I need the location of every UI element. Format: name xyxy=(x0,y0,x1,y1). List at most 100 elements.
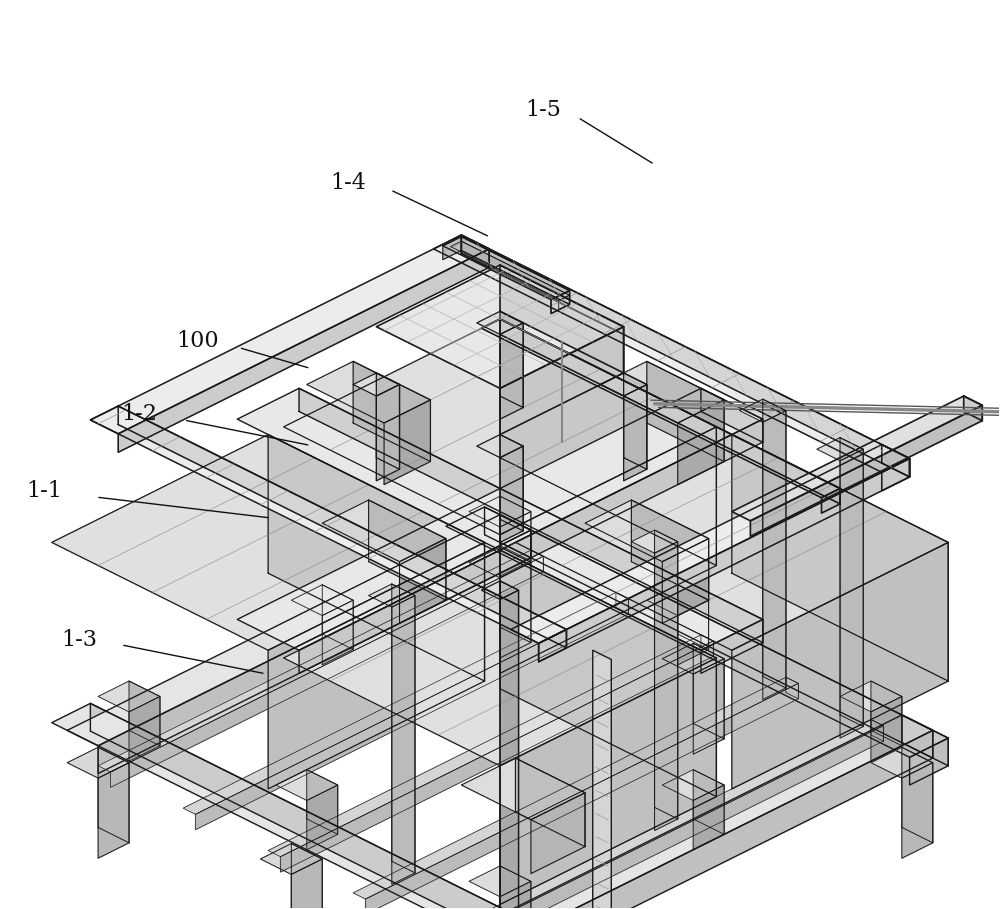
Polygon shape xyxy=(481,319,840,498)
Polygon shape xyxy=(693,659,724,754)
Polygon shape xyxy=(469,547,531,578)
Polygon shape xyxy=(732,543,948,789)
Polygon shape xyxy=(616,593,628,614)
Polygon shape xyxy=(871,681,902,745)
Polygon shape xyxy=(515,435,948,650)
Polygon shape xyxy=(268,435,485,681)
Polygon shape xyxy=(129,696,160,761)
Polygon shape xyxy=(500,547,531,643)
Text: 100: 100 xyxy=(176,330,219,352)
Polygon shape xyxy=(840,437,863,726)
Polygon shape xyxy=(446,507,948,757)
Polygon shape xyxy=(840,681,902,712)
Polygon shape xyxy=(461,241,570,305)
Polygon shape xyxy=(500,427,716,674)
Polygon shape xyxy=(98,763,129,858)
Text: 1-3: 1-3 xyxy=(61,629,97,651)
Polygon shape xyxy=(98,681,160,712)
Polygon shape xyxy=(52,704,554,909)
Text: 1-2: 1-2 xyxy=(121,403,157,425)
Polygon shape xyxy=(551,291,570,314)
Polygon shape xyxy=(90,406,566,644)
Polygon shape xyxy=(701,619,763,674)
Polygon shape xyxy=(98,550,543,772)
Polygon shape xyxy=(500,514,531,558)
Polygon shape xyxy=(195,599,628,830)
Polygon shape xyxy=(299,388,763,643)
Polygon shape xyxy=(786,677,798,699)
Polygon shape xyxy=(268,543,485,789)
Polygon shape xyxy=(500,581,519,909)
Polygon shape xyxy=(631,530,678,554)
Polygon shape xyxy=(631,500,709,600)
Polygon shape xyxy=(500,311,523,407)
Polygon shape xyxy=(67,747,129,778)
Polygon shape xyxy=(732,435,948,681)
Polygon shape xyxy=(600,373,647,396)
Polygon shape xyxy=(585,500,709,562)
Polygon shape xyxy=(500,435,523,531)
Polygon shape xyxy=(693,644,724,739)
Polygon shape xyxy=(500,496,531,561)
Polygon shape xyxy=(693,785,724,850)
Polygon shape xyxy=(511,445,910,644)
Polygon shape xyxy=(291,844,322,909)
Polygon shape xyxy=(740,399,786,423)
Polygon shape xyxy=(624,385,647,481)
Polygon shape xyxy=(500,866,531,909)
Polygon shape xyxy=(500,323,523,419)
Polygon shape xyxy=(129,681,160,745)
Polygon shape xyxy=(701,634,713,656)
Polygon shape xyxy=(434,235,910,473)
Polygon shape xyxy=(500,658,716,904)
Polygon shape xyxy=(500,446,523,543)
Polygon shape xyxy=(840,449,863,738)
Polygon shape xyxy=(822,488,840,514)
Polygon shape xyxy=(515,758,585,846)
Polygon shape xyxy=(443,236,570,300)
Polygon shape xyxy=(750,405,982,536)
Polygon shape xyxy=(500,512,531,576)
Polygon shape xyxy=(307,362,430,423)
Polygon shape xyxy=(500,319,716,565)
Polygon shape xyxy=(678,400,724,484)
Polygon shape xyxy=(392,584,415,873)
Polygon shape xyxy=(118,406,566,648)
Polygon shape xyxy=(763,399,786,688)
Polygon shape xyxy=(531,793,585,874)
Polygon shape xyxy=(307,785,338,850)
Polygon shape xyxy=(882,445,910,477)
Polygon shape xyxy=(284,550,716,765)
Polygon shape xyxy=(353,373,400,396)
Polygon shape xyxy=(678,584,709,649)
Polygon shape xyxy=(98,747,129,843)
Polygon shape xyxy=(693,770,724,834)
Polygon shape xyxy=(291,584,353,615)
Polygon shape xyxy=(882,458,910,491)
Polygon shape xyxy=(481,581,519,599)
Polygon shape xyxy=(322,500,446,562)
Polygon shape xyxy=(662,538,709,624)
Polygon shape xyxy=(90,704,554,909)
Polygon shape xyxy=(260,844,322,874)
Polygon shape xyxy=(964,396,982,421)
Polygon shape xyxy=(500,730,933,909)
Polygon shape xyxy=(500,590,519,909)
Polygon shape xyxy=(376,373,400,469)
Polygon shape xyxy=(655,542,678,831)
Polygon shape xyxy=(647,584,709,615)
Polygon shape xyxy=(67,514,531,745)
Polygon shape xyxy=(662,770,724,801)
Polygon shape xyxy=(461,758,585,820)
Polygon shape xyxy=(322,600,353,664)
Polygon shape xyxy=(438,720,883,909)
Polygon shape xyxy=(353,677,798,899)
Text: 1-1: 1-1 xyxy=(26,480,62,502)
Polygon shape xyxy=(110,556,543,787)
Polygon shape xyxy=(539,629,566,662)
Polygon shape xyxy=(910,738,948,785)
Polygon shape xyxy=(461,236,570,305)
Polygon shape xyxy=(376,265,624,388)
Polygon shape xyxy=(500,265,624,373)
Polygon shape xyxy=(701,388,763,443)
